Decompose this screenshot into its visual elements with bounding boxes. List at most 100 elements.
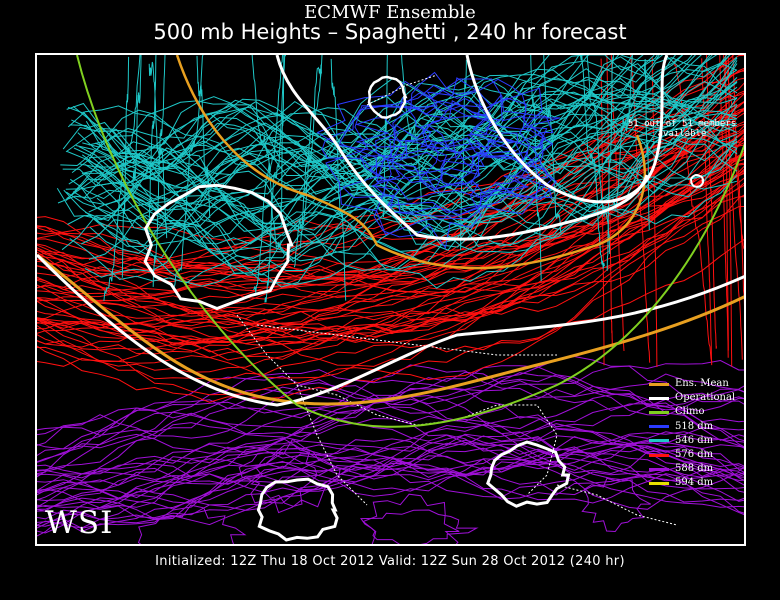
contour-576 bbox=[37, 165, 744, 344]
contour-546 bbox=[85, 57, 738, 232]
contour-546-vertical bbox=[579, 55, 605, 269]
contour-576-vertical bbox=[725, 59, 744, 250]
operational-546-east bbox=[465, 55, 669, 204]
contour-576 bbox=[37, 134, 744, 347]
contour-576 bbox=[37, 173, 744, 344]
contour-576 bbox=[37, 177, 744, 351]
contour-518 bbox=[372, 137, 531, 214]
contour-546-vertical bbox=[401, 55, 428, 226]
contour-576 bbox=[37, 184, 744, 380]
ensemble-mean-546 bbox=[175, 55, 646, 270]
contour-576-vertical bbox=[719, 55, 729, 358]
contour-588 bbox=[37, 364, 744, 463]
operational-518-low-north bbox=[367, 75, 408, 119]
map-panel: 51 out of 51 members available Ens. Mean… bbox=[35, 53, 746, 546]
contour-546 bbox=[80, 118, 738, 276]
legend-swatch bbox=[649, 453, 669, 457]
legend-swatch bbox=[649, 439, 669, 443]
contour-546 bbox=[88, 135, 738, 275]
legend-item: Operational bbox=[649, 391, 744, 405]
contour-588 bbox=[37, 435, 744, 502]
contour-588 bbox=[37, 455, 744, 534]
contour-518 bbox=[325, 92, 554, 236]
contour-588 bbox=[37, 438, 744, 508]
legend-label: 518 dm bbox=[675, 420, 714, 432]
caribbean bbox=[556, 484, 678, 526]
legend-label: 594 dm bbox=[675, 477, 714, 489]
contour-576-vertical bbox=[673, 60, 713, 363]
contour-588 bbox=[37, 385, 744, 471]
contour-588 bbox=[37, 406, 744, 475]
contour-576-vertical bbox=[727, 55, 733, 367]
contour-588 bbox=[37, 355, 744, 450]
contour-576-vertical bbox=[725, 55, 729, 351]
contour-546 bbox=[66, 93, 738, 217]
legend-label: 546 dm bbox=[675, 434, 714, 446]
legend-item: 588 dm bbox=[649, 462, 744, 476]
contour-588 bbox=[37, 359, 744, 463]
operational-small-loop bbox=[689, 173, 705, 188]
legend-label: Operational bbox=[675, 392, 736, 404]
legend-item: Ens. Mean bbox=[649, 377, 744, 391]
operational-588-low-se bbox=[486, 440, 571, 508]
climo-576 bbox=[76, 55, 744, 428]
contour-588 bbox=[37, 458, 744, 524]
legend-label: Climo bbox=[675, 406, 705, 418]
forecast-times: Initialized: 12Z Thu 18 Oct 2012 Valid: … bbox=[155, 554, 625, 569]
contour-588 bbox=[37, 462, 744, 537]
contour-588-loop bbox=[360, 509, 479, 544]
contour-546-vertical bbox=[586, 55, 611, 255]
contour-518 bbox=[355, 100, 519, 162]
contour-576 bbox=[37, 112, 744, 292]
contour-576 bbox=[37, 150, 744, 364]
contour-546-vertical bbox=[121, 56, 130, 278]
ensemble-mean-576 bbox=[37, 253, 744, 406]
contour-546 bbox=[73, 103, 738, 212]
legend-swatch bbox=[649, 481, 669, 485]
contour-518 bbox=[316, 78, 554, 182]
contour-588-loop bbox=[250, 444, 318, 507]
legend-swatch bbox=[649, 410, 669, 414]
coastline-us bbox=[236, 314, 558, 496]
operational-546 bbox=[275, 55, 649, 241]
legend-item: 576 dm bbox=[649, 448, 744, 462]
legend-item: Climo bbox=[649, 405, 744, 419]
contour-518 bbox=[391, 71, 493, 191]
contour-546 bbox=[77, 55, 693, 162]
contour-588 bbox=[37, 460, 744, 533]
contour-588-lines bbox=[37, 355, 744, 544]
contour-576-vertical bbox=[723, 55, 743, 360]
contour-546-vertical bbox=[173, 55, 204, 288]
chart-subtitle: 500 mb Heights – Spaghetti , 240 hr fore… bbox=[153, 20, 627, 44]
contour-546-vertical bbox=[132, 55, 142, 187]
legend-item: 546 dm bbox=[649, 434, 744, 448]
operational-588-low-sw bbox=[256, 477, 339, 542]
contour-588 bbox=[37, 456, 744, 526]
contour-546 bbox=[94, 137, 738, 254]
contour-546 bbox=[84, 174, 738, 278]
contour-576 bbox=[37, 100, 744, 317]
legend: Ens. Mean Operational Climo 518 dm 546 dm 576… bbox=[649, 377, 744, 491]
contour-546 bbox=[88, 81, 738, 246]
legend-label: Ens. Mean bbox=[675, 378, 729, 389]
contour-576 bbox=[37, 101, 744, 289]
contour-576-vertical bbox=[651, 56, 658, 368]
legend-label: 576 dm bbox=[675, 448, 714, 460]
contour-576 bbox=[37, 162, 744, 321]
contour-546-vertical bbox=[251, 55, 282, 248]
contour-518 bbox=[418, 97, 553, 203]
contour-518 bbox=[406, 77, 561, 160]
contour-576 bbox=[37, 168, 744, 357]
contour-546-vertical bbox=[152, 55, 166, 287]
contour-518 bbox=[375, 97, 496, 190]
legend-swatch bbox=[649, 382, 669, 386]
contour-546-vertical bbox=[280, 55, 285, 215]
legend-swatch bbox=[649, 425, 669, 429]
contour-546 bbox=[57, 96, 738, 286]
contour-588 bbox=[37, 435, 744, 496]
contour-546-vertical bbox=[148, 61, 168, 239]
key-contours bbox=[37, 55, 744, 542]
contour-576 bbox=[37, 152, 744, 344]
contour-546 bbox=[84, 77, 738, 244]
border-us-mexico bbox=[296, 384, 368, 506]
